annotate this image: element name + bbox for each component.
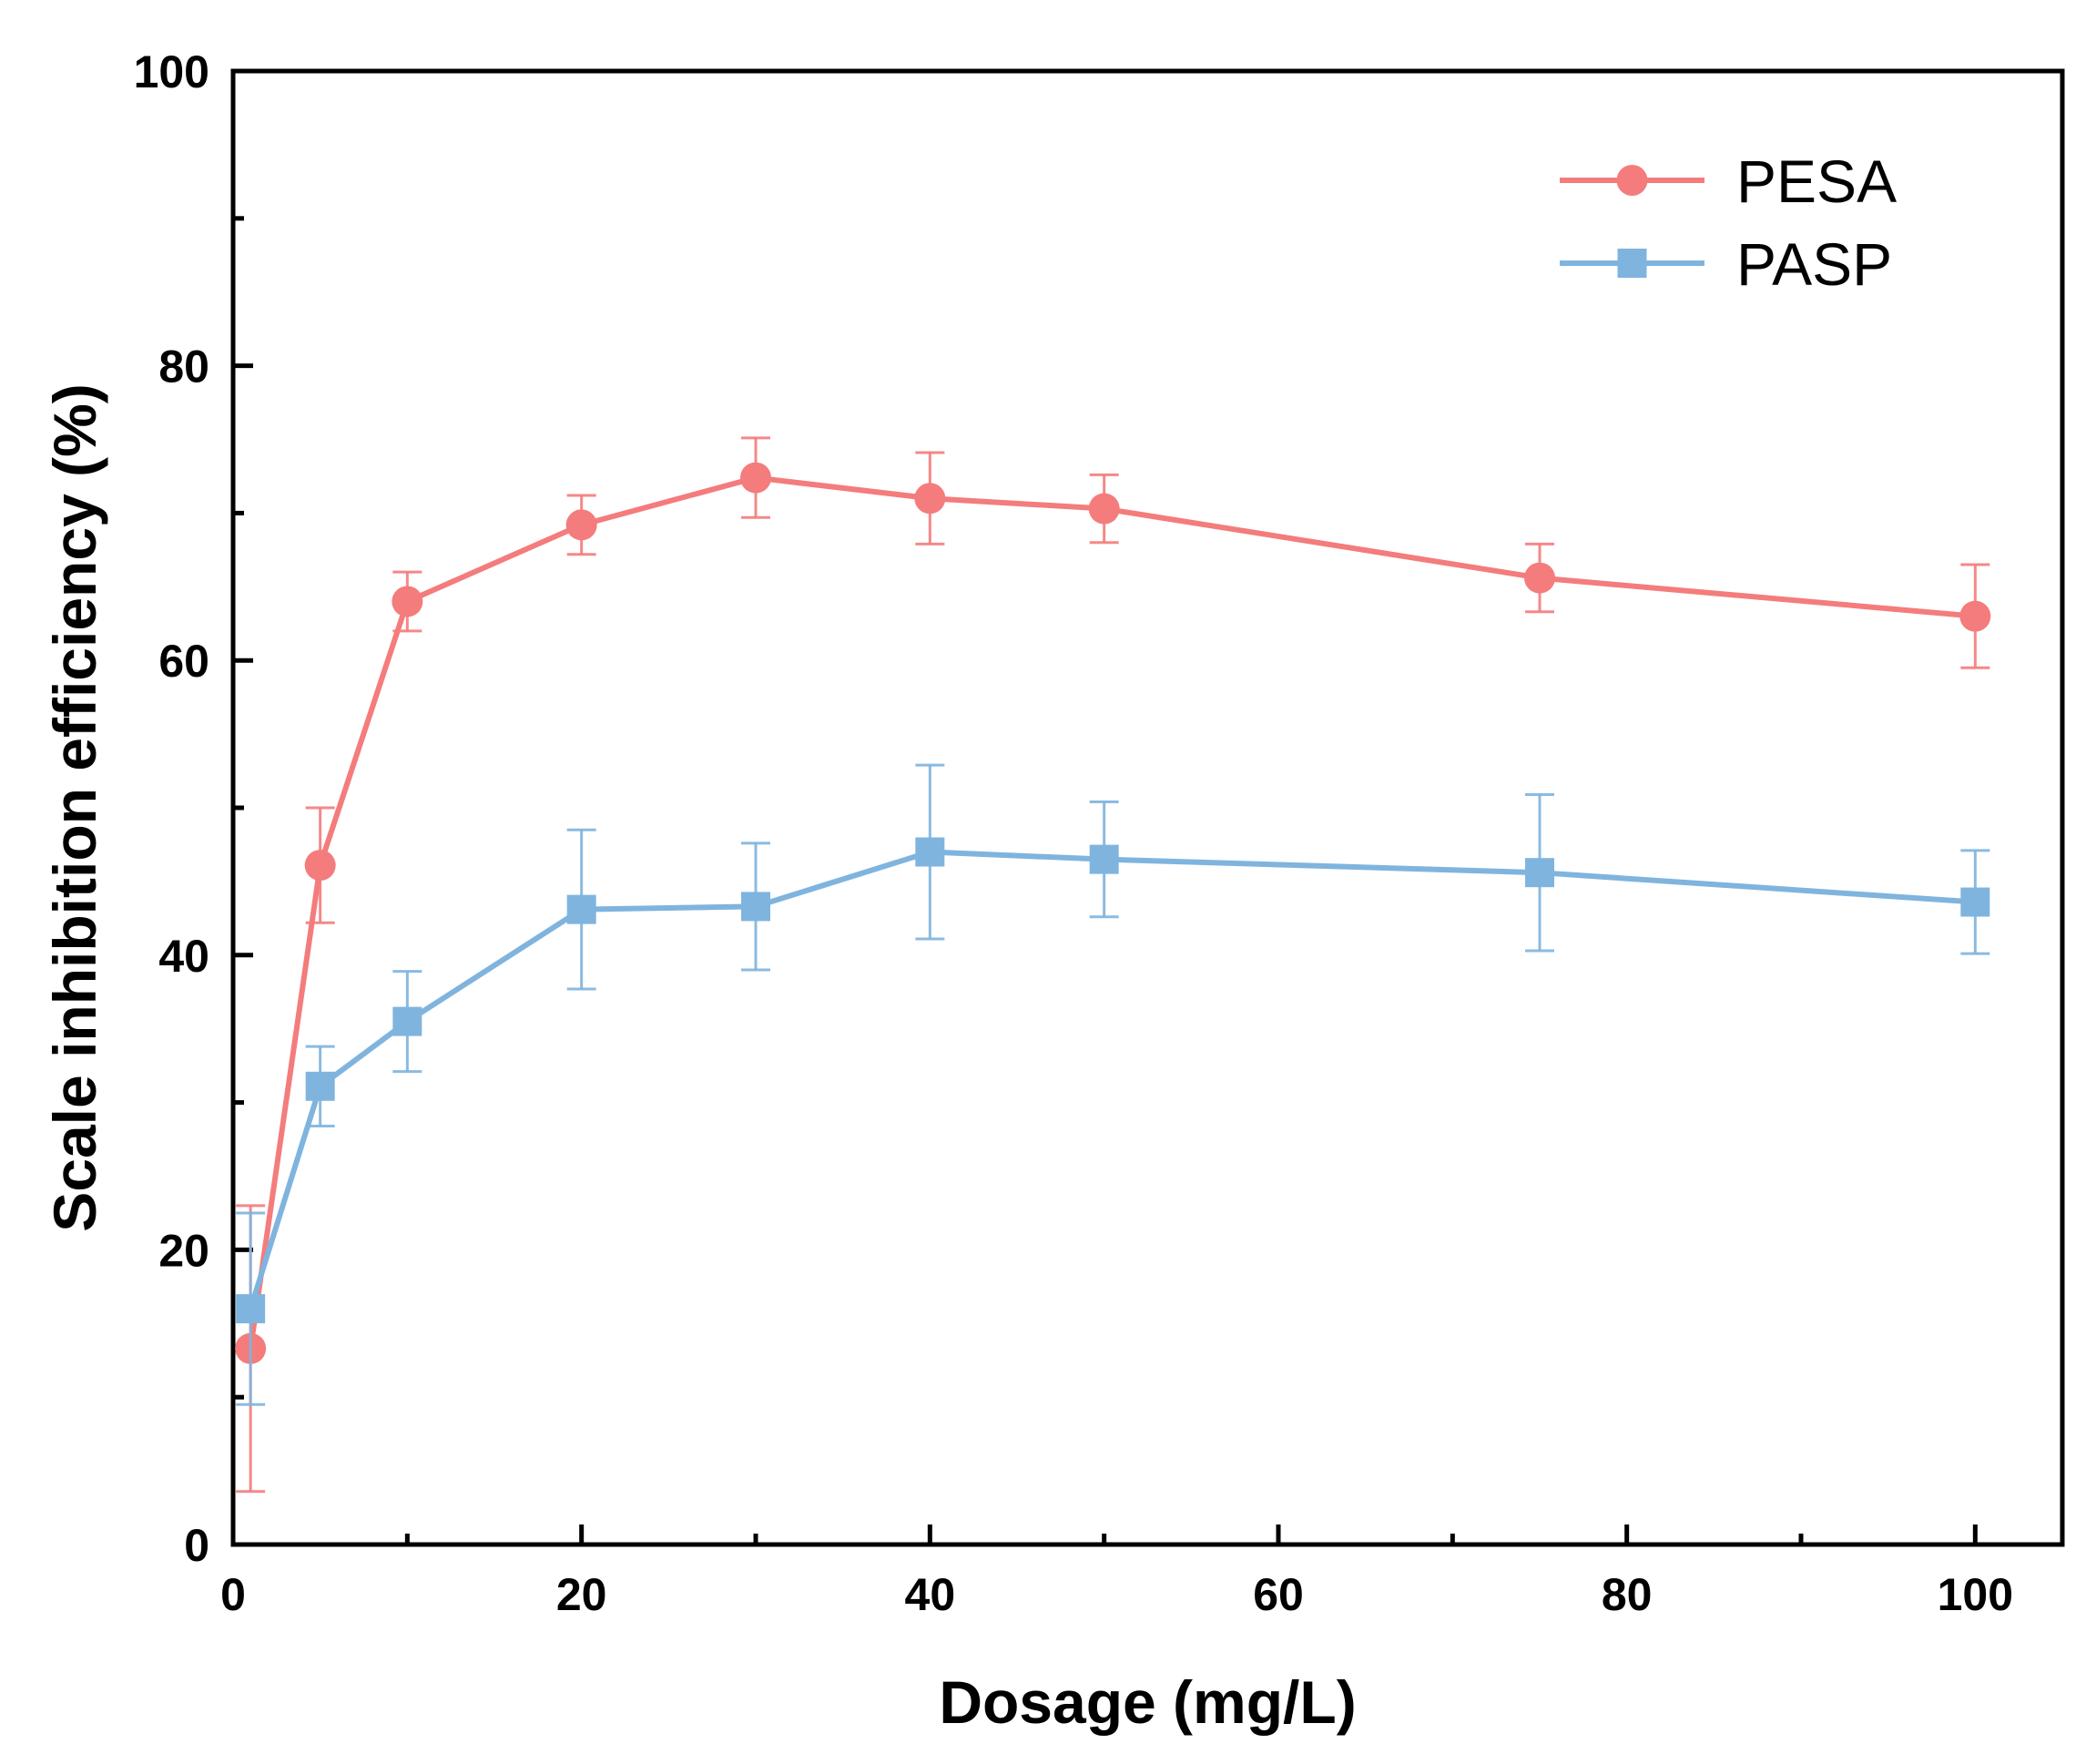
pesa-line <box>248 474 1976 1350</box>
pasp-point <box>392 1006 422 1036</box>
pasp-point <box>305 1071 335 1101</box>
y-tick-label: 80 <box>158 342 209 393</box>
pesa-point <box>914 483 946 515</box>
legend-label-pasp: PASP <box>1736 230 1892 298</box>
pasp-point <box>236 1294 266 1324</box>
legend-marker-pesa <box>1616 165 1648 196</box>
x-tick-label: 0 <box>220 1569 246 1620</box>
legend-marker-pasp <box>1617 249 1647 278</box>
x-tick-label: 40 <box>905 1569 956 1620</box>
pasp-point <box>1089 844 1119 874</box>
y-tick-label: 40 <box>158 931 209 982</box>
pasp-point <box>915 837 945 867</box>
pesa-point <box>1088 493 1120 525</box>
pasp-point <box>1525 858 1554 888</box>
y-axis-title: Scale inhibition efficiency (%) <box>41 383 108 1232</box>
pasp-point <box>741 892 770 922</box>
pesa-point <box>565 509 597 541</box>
y-tick-label: 60 <box>158 636 209 687</box>
x-tick-label: 60 <box>1253 1569 1304 1620</box>
pasp-point <box>1960 887 1990 917</box>
pesa-point <box>392 586 423 617</box>
y-tick-label: 100 <box>134 46 209 97</box>
pasp-point <box>566 894 596 924</box>
x-axis-title: Dosage (mg/L) <box>939 1668 1356 1736</box>
y-tick-label: 20 <box>158 1225 209 1276</box>
pesa-point <box>1524 562 1555 594</box>
axes: 0 20 40 60 80 100 0 20 40 60 80 100 <box>134 46 2065 1620</box>
pasp-line <box>248 849 1976 1310</box>
x-tick-label: 80 <box>1602 1569 1653 1620</box>
series-pasp <box>236 763 1990 1406</box>
pesa-point <box>740 462 771 494</box>
x-tick-label: 100 <box>1938 1569 2013 1620</box>
x-tick-label: 20 <box>556 1569 607 1620</box>
pesa-point <box>304 850 336 882</box>
legend-label-pesa: PESA <box>1736 148 1897 215</box>
legend: PESA PASP <box>1560 148 1897 298</box>
y-tick-label: 0 <box>184 1520 209 1571</box>
pesa-point <box>1959 600 1991 632</box>
data-series <box>235 436 1991 1494</box>
